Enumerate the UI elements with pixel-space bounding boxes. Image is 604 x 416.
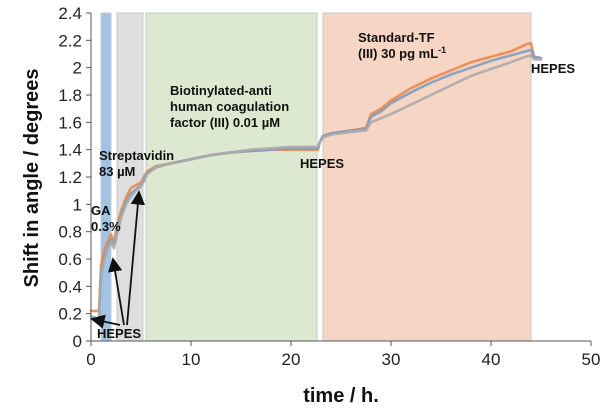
shaded-regions xyxy=(100,12,532,342)
annotation-hepes-end: HEPES xyxy=(531,61,575,76)
y-tick-label: 1.8 xyxy=(58,86,82,105)
y-tick-label: 0.8 xyxy=(58,223,82,242)
annotation-hepes-start: HEPES xyxy=(97,326,141,341)
y-tick-label: 0 xyxy=(73,332,82,351)
annotation-standard-exponent: -1 xyxy=(438,45,446,55)
y-tick-label: 1.6 xyxy=(58,113,82,132)
hepes-arrow-1 xyxy=(90,314,121,329)
annotation-biotin-line3: factor (III) 0.01 µM xyxy=(170,115,280,130)
y-tick-label: 1.2 xyxy=(58,168,82,187)
x-tick-label: 50 xyxy=(582,350,601,369)
y-tick-label: 1.4 xyxy=(58,141,82,160)
y-tick-label: 2.2 xyxy=(58,31,82,50)
ticks: 0 10 20 30 40 50 0 0.2 0.4 0.6 0.8 1 1.2 1.4 1.6 1.8 2 2.… xyxy=(58,4,600,369)
y-tick-label: 0.6 xyxy=(58,250,82,269)
x-tick-label: 10 xyxy=(182,350,201,369)
x-tick-label: 0 xyxy=(86,350,95,369)
x-tick-label: 40 xyxy=(482,350,501,369)
annotation-hepes-middle: HEPES xyxy=(300,156,344,171)
x-tick-label: 30 xyxy=(382,350,401,369)
x-tick-label: 20 xyxy=(282,350,301,369)
annotation-biotin-line1: Biotinylated-anti xyxy=(170,83,272,98)
annotation-ga-line2: 0.3% xyxy=(91,219,121,234)
y-tick-label: 0.4 xyxy=(58,277,82,296)
annotation-standard-line2: (III) 30 pg mL-1 xyxy=(358,45,446,61)
annotation-standard-conc: (III) 30 pg mL xyxy=(358,46,438,61)
annotation-ga-line1: GA xyxy=(91,203,111,218)
x-axis-title: time / h. xyxy=(303,385,379,407)
shaded-region-3 xyxy=(145,12,318,342)
hepes-arrow-3 xyxy=(126,190,146,326)
shaded-region-4 xyxy=(322,12,532,342)
y-tick-label: 2.4 xyxy=(58,4,82,23)
annotation-biotin-line2: human coagulation xyxy=(170,99,289,114)
y-tick-label: 2 xyxy=(73,59,82,78)
series-line-3 xyxy=(89,54,543,322)
y-tick-label: 1 xyxy=(73,195,82,214)
hepes-arrow-2 xyxy=(107,257,125,326)
y-axis-title: Shift in angle / degrees xyxy=(21,69,43,288)
annotation-streptavidin-line1: Streptavidin xyxy=(99,148,174,163)
annotation-standard-line1: Standard-TF xyxy=(358,30,435,45)
annotations: GA 0.3% Streptavidin 83 µM Biotinylated-… xyxy=(90,30,575,341)
y-tick-label: 0.2 xyxy=(58,305,82,324)
annotation-streptavidin-line2: 83 µM xyxy=(99,164,135,179)
plot-lines xyxy=(89,41,543,322)
